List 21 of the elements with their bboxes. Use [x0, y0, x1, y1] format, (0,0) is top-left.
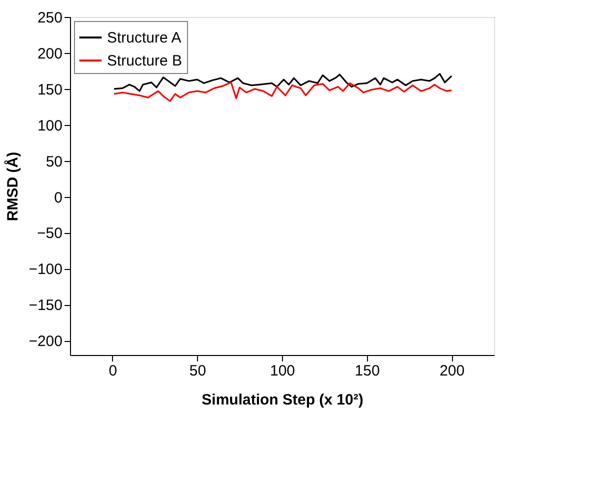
line-series	[113, 82, 452, 102]
x-tick-label: 200	[440, 362, 465, 380]
y-tick-label: −150	[28, 297, 62, 314]
x-tick-label: 50	[189, 362, 206, 380]
y-tick-label: 150	[37, 81, 62, 98]
y-tick-label: 50	[46, 153, 62, 170]
x-tick-label: 100	[270, 362, 296, 380]
y-tick-label: 250	[37, 10, 62, 26]
y-axis-title: RMSD (Å)	[4, 152, 22, 222]
x-axis-title: Simulation Step (x 10²)	[202, 392, 364, 408]
y-tick-label: 200	[37, 45, 62, 62]
y-tick-label: −100	[28, 261, 62, 278]
x-tick-label: 0	[108, 362, 118, 380]
y-tick-label: −200	[28, 333, 62, 350]
y-tick-label: −50	[37, 225, 62, 242]
x-tick-label: 150	[354, 362, 380, 380]
legend-label: Structure A	[107, 30, 182, 46]
line-series	[113, 73, 452, 92]
y-tick-label: 0	[54, 189, 62, 206]
legend-label: Structure B	[107, 52, 182, 70]
y-tick-label: 100	[37, 117, 62, 134]
